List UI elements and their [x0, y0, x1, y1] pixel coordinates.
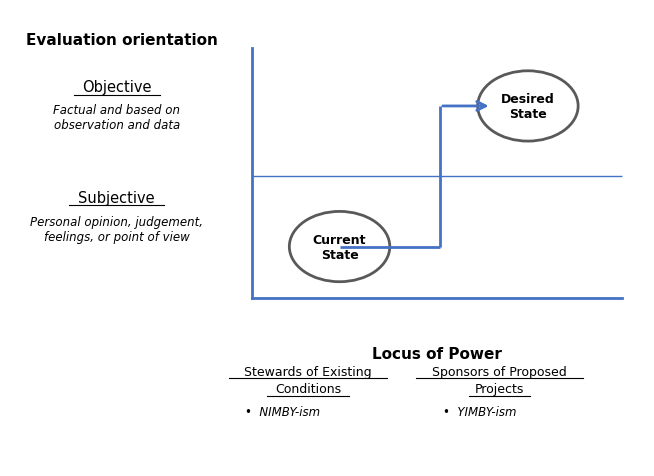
Text: Factual and based on
observation and data: Factual and based on observation and dat…	[53, 104, 180, 132]
Text: Locus of Power: Locus of Power	[372, 346, 502, 361]
Text: Sponsors of Proposed: Sponsors of Proposed	[432, 365, 567, 378]
Text: Subjective: Subjective	[78, 190, 155, 205]
Text: Desired
State: Desired State	[501, 93, 555, 121]
Text: Current
State: Current State	[313, 233, 366, 261]
Text: •  YIMBY-ism: • YIMBY-ism	[443, 405, 517, 418]
Text: Projects: Projects	[475, 383, 525, 396]
Text: Stewards of Existing: Stewards of Existing	[245, 365, 372, 378]
Text: •  NIMBY-ism: • NIMBY-ism	[245, 405, 320, 418]
Text: Objective: Objective	[82, 80, 152, 95]
Text: Conditions: Conditions	[275, 383, 341, 396]
Text: Evaluation orientation: Evaluation orientation	[26, 33, 218, 49]
Text: Personal opinion, judgement,
feelings, or point of view: Personal opinion, judgement, feelings, o…	[30, 216, 203, 244]
